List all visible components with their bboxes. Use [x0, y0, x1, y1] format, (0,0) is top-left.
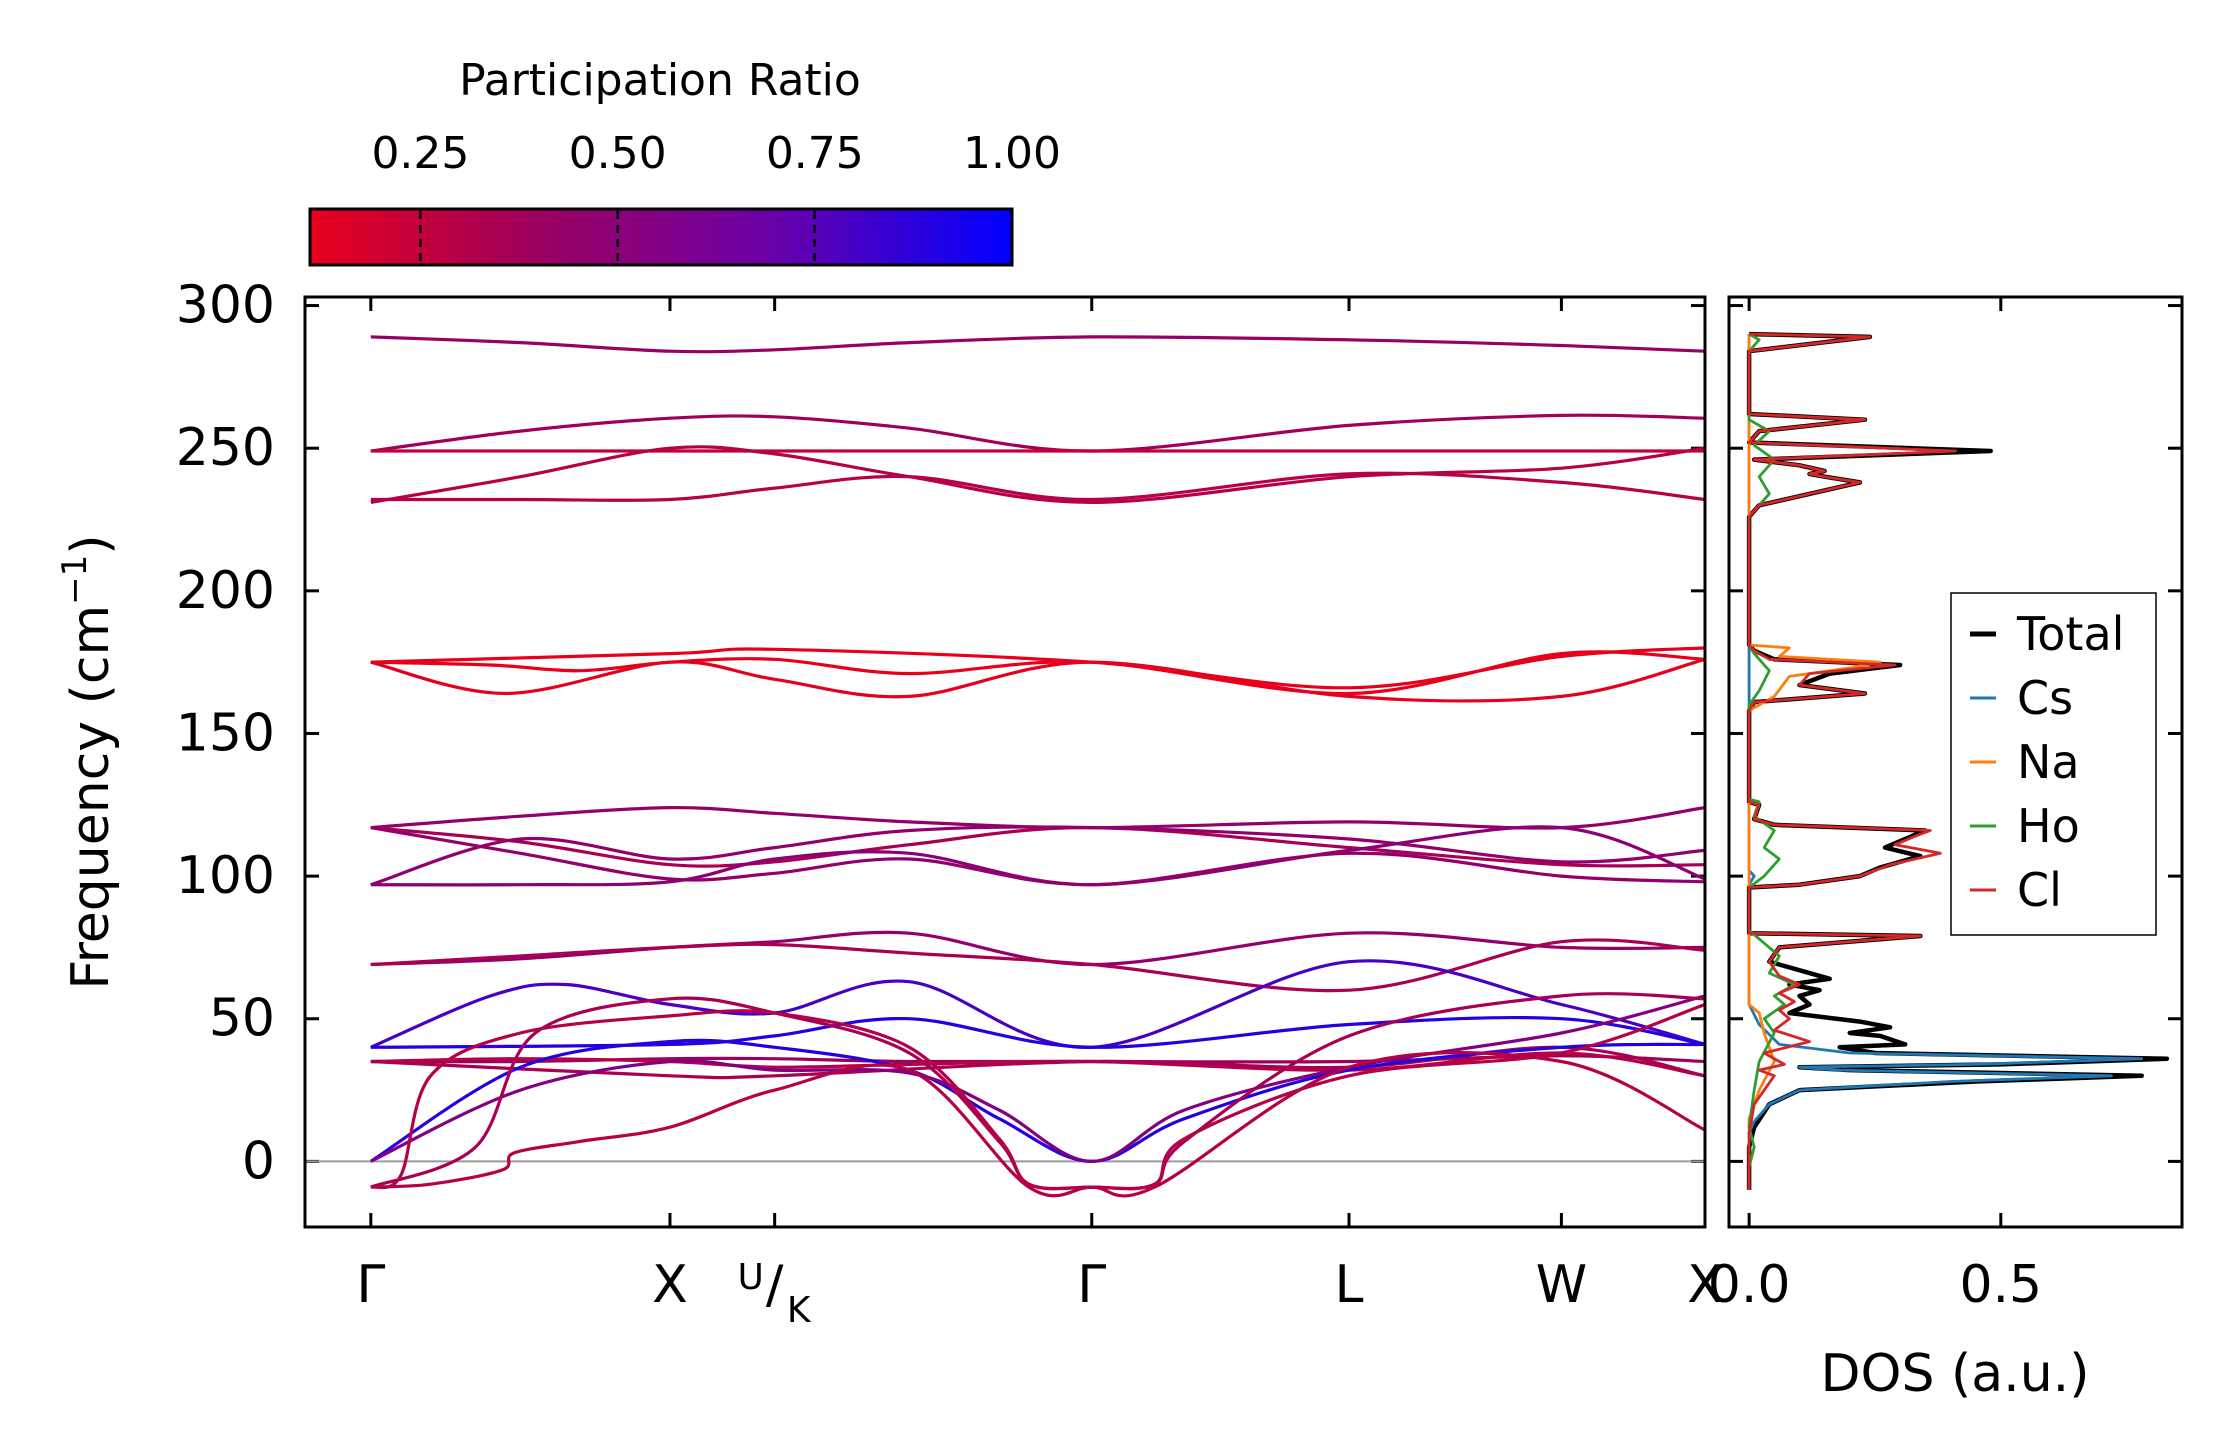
dispersion-frame: [303, 295, 1707, 1229]
dos-curve-cl: [1747, 332, 1957, 1190]
phonon-band-7: [370, 650, 1705, 696]
phonon-band-17: [370, 1015, 1705, 1049]
dispersion-bands: [369, 335, 1705, 1198]
colorbar-ticks: 0.25 0.50 0.75 1.00: [371, 128, 1061, 263]
phonon-band-16: [370, 959, 1705, 1049]
y-tick-label: 200: [176, 561, 275, 621]
x-tick-label: U: [737, 1257, 763, 1298]
x-tick-label: Γ: [356, 1255, 385, 1315]
y-tick-label: 250: [176, 418, 275, 478]
phonon-band-15: [370, 938, 1705, 993]
x-tick-label: X: [652, 1255, 688, 1315]
dos-legend: Total Cs Na Ho Cl: [1950, 592, 2157, 936]
dos-x-tick-label: 0.5: [1959, 1255, 2042, 1315]
phonon-band-2: [370, 413, 1705, 453]
legend-label: Cs: [2017, 671, 2073, 725]
colorbar-tick-label: 0.50: [569, 128, 667, 179]
phonon-band-21: [369, 1038, 1705, 1163]
phonon-band-19: [370, 1051, 1705, 1078]
legend-label: Ho: [2017, 799, 2080, 853]
dos-frame: [1727, 295, 2184, 1229]
dos-curve-na: [1747, 334, 1882, 1190]
x-tick-label: K: [787, 1290, 812, 1331]
phonon-band-9: [370, 805, 1705, 830]
phonon-band-8: [370, 657, 1705, 703]
y-tick-label: 100: [176, 846, 275, 906]
dos-panel: 0.0 0.5 DOS (a.u.) Total Cs Na Ho Cl: [1708, 295, 2184, 1404]
colorbar: Participation Ratio 0.25 0.50 0.75 1.00: [308, 55, 1061, 267]
dos-x-axis-label: DOS (a.u.): [1821, 1344, 2090, 1404]
colorbar-tick-label: 1.00: [963, 128, 1061, 179]
x-tick-label: L: [1335, 1255, 1364, 1315]
x-tick-label: W: [1536, 1255, 1587, 1315]
legend-label: Na: [2017, 735, 2080, 789]
y-tick-label: 0: [242, 1131, 275, 1191]
x-tick-label: Γ: [1077, 1255, 1106, 1315]
x-tick-label: X: [1687, 1255, 1723, 1315]
y-tick-label: 50: [209, 989, 275, 1049]
y-tick-label: 150: [176, 703, 275, 763]
legend-label: Total: [2016, 607, 2124, 661]
legend-label: Cl: [2017, 863, 2062, 917]
x-tick-label: /: [766, 1255, 784, 1315]
phonon-band-4: [370, 445, 1705, 504]
phonon-band-12: [370, 825, 1705, 887]
colorbar-title: Participation Ratio: [459, 55, 861, 106]
dos-ticks: 0.0 0.5: [1708, 297, 2182, 1315]
phonon-band-5: [370, 471, 1705, 502]
dispersion-panel: Frequency (cm−1) 0 50 100 150 200 250 300 Γ X U / K…: [55, 276, 1723, 1331]
phonon-band-24: [370, 1002, 1705, 1191]
dispersion-ticks: 0 50 100 150 200 250 300 Γ X U / K Γ L W X: [176, 276, 1723, 1331]
phonon-band-22: [370, 994, 1705, 1163]
phonon-band-25: [370, 1051, 1705, 1198]
colorbar-tick-label: 0.75: [766, 128, 864, 179]
phonon-band-14: [370, 930, 1705, 967]
dos-x-tick-label: 0.0: [1708, 1255, 1791, 1315]
legend-box: [1950, 592, 2157, 936]
colorbar-tick-label: 0.25: [371, 128, 469, 179]
phonon-band-1: [370, 335, 1705, 354]
dos-curves: [1746, 331, 2170, 1190]
y-axis-label: Frequency (cm−1): [55, 534, 121, 989]
y-tick-label: 300: [176, 276, 275, 336]
phonon-band-11: [370, 825, 1705, 887]
colorbar-gradient: [308, 207, 1014, 267]
phonon-band-13: [370, 826, 1705, 887]
phonon-band-10: [370, 825, 1705, 868]
